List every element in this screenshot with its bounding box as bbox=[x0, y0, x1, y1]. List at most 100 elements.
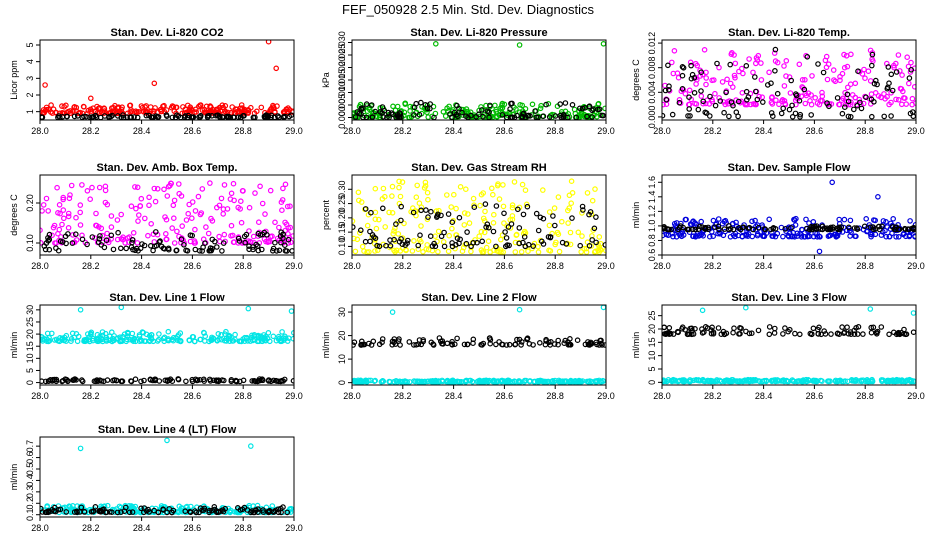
y-tick-label: 0.10 bbox=[25, 234, 35, 252]
data-point bbox=[60, 215, 67, 222]
data-point bbox=[716, 95, 722, 101]
data-point bbox=[909, 95, 916, 102]
data-point bbox=[261, 337, 268, 344]
y-tick-label: 10 bbox=[647, 351, 657, 361]
series-cyan bbox=[40, 437, 294, 516]
data-point bbox=[161, 338, 168, 345]
data-point bbox=[830, 67, 837, 73]
plot-frame bbox=[661, 304, 917, 386]
data-point bbox=[65, 225, 72, 231]
data-point bbox=[736, 68, 742, 75]
y-tick-label: 0.4 bbox=[25, 474, 35, 487]
data-point bbox=[192, 508, 198, 514]
data-point bbox=[698, 93, 705, 99]
data-point bbox=[546, 209, 553, 215]
data-points bbox=[40, 180, 294, 254]
data-point-outlier bbox=[816, 248, 823, 255]
data-point bbox=[174, 228, 180, 235]
data-point bbox=[382, 224, 389, 230]
data-point bbox=[411, 104, 418, 111]
data-point bbox=[409, 248, 416, 254]
x-tick-label: 28.2 bbox=[704, 126, 722, 136]
x-tick-label: 28.8 bbox=[856, 261, 874, 271]
data-point bbox=[584, 190, 591, 196]
data-point bbox=[662, 101, 666, 108]
data-point bbox=[855, 323, 862, 330]
data-point bbox=[792, 110, 799, 117]
data-point bbox=[687, 113, 693, 119]
data-point bbox=[66, 195, 73, 202]
data-point bbox=[698, 218, 705, 225]
data-point bbox=[181, 114, 188, 120]
data-point bbox=[123, 504, 129, 511]
data-point bbox=[500, 203, 507, 210]
data-point bbox=[743, 328, 749, 335]
data-point bbox=[789, 114, 796, 120]
data-point bbox=[796, 331, 803, 338]
data-point bbox=[418, 223, 424, 229]
data-point bbox=[577, 242, 584, 249]
data-point bbox=[511, 179, 518, 185]
data-point bbox=[878, 232, 885, 238]
data-point bbox=[716, 226, 722, 233]
data-point bbox=[398, 379, 405, 385]
data-point bbox=[791, 216, 797, 223]
y-tick-label: 0.8 bbox=[647, 234, 657, 247]
series-green bbox=[352, 40, 606, 120]
data-point bbox=[61, 509, 68, 515]
x-tick-label: 29.0 bbox=[597, 126, 615, 136]
x-tick-label: 28.4 bbox=[445, 126, 463, 136]
data-point bbox=[518, 249, 525, 255]
data-point bbox=[197, 211, 204, 218]
data-point bbox=[698, 69, 705, 76]
data-point bbox=[128, 203, 135, 210]
data-point bbox=[666, 324, 673, 331]
data-point bbox=[705, 224, 712, 231]
data-point bbox=[706, 233, 713, 240]
data-point bbox=[508, 100, 514, 107]
data-point bbox=[676, 97, 683, 103]
data-point bbox=[108, 213, 115, 219]
data-point bbox=[712, 102, 719, 109]
data-point bbox=[273, 378, 280, 384]
data-point bbox=[802, 77, 808, 83]
data-point bbox=[464, 229, 470, 235]
data-point bbox=[685, 331, 692, 338]
data-point bbox=[868, 96, 875, 103]
data-point bbox=[596, 106, 603, 113]
data-point bbox=[84, 188, 91, 194]
data-point bbox=[281, 242, 288, 249]
data-point bbox=[67, 110, 74, 116]
x-tick-label: 28.8 bbox=[856, 126, 874, 136]
data-point bbox=[129, 239, 135, 246]
data-point bbox=[470, 240, 477, 246]
data-point bbox=[727, 61, 734, 68]
data-point bbox=[566, 205, 573, 211]
data-point bbox=[847, 114, 854, 120]
data-point-outlier bbox=[910, 310, 916, 316]
data-point bbox=[693, 81, 699, 87]
data-point bbox=[183, 378, 189, 385]
data-point bbox=[118, 509, 124, 515]
data-point bbox=[423, 207, 429, 213]
data-point bbox=[396, 239, 403, 245]
y-axis-label: ml/min bbox=[631, 332, 641, 359]
data-point bbox=[703, 81, 709, 88]
data-point bbox=[236, 338, 243, 345]
series-blue bbox=[662, 179, 916, 255]
data-point bbox=[764, 82, 771, 88]
data-point bbox=[780, 331, 786, 337]
data-point bbox=[415, 246, 422, 253]
data-point bbox=[858, 105, 865, 112]
data-point bbox=[155, 336, 162, 343]
data-point bbox=[838, 97, 845, 104]
data-point bbox=[446, 103, 452, 110]
data-point bbox=[250, 246, 256, 253]
data-point bbox=[217, 508, 224, 514]
data-point bbox=[438, 233, 445, 240]
data-point bbox=[213, 377, 220, 384]
data-point bbox=[493, 203, 500, 209]
data-point-outlier bbox=[164, 437, 170, 444]
data-point bbox=[750, 377, 757, 384]
data-point bbox=[192, 226, 198, 233]
